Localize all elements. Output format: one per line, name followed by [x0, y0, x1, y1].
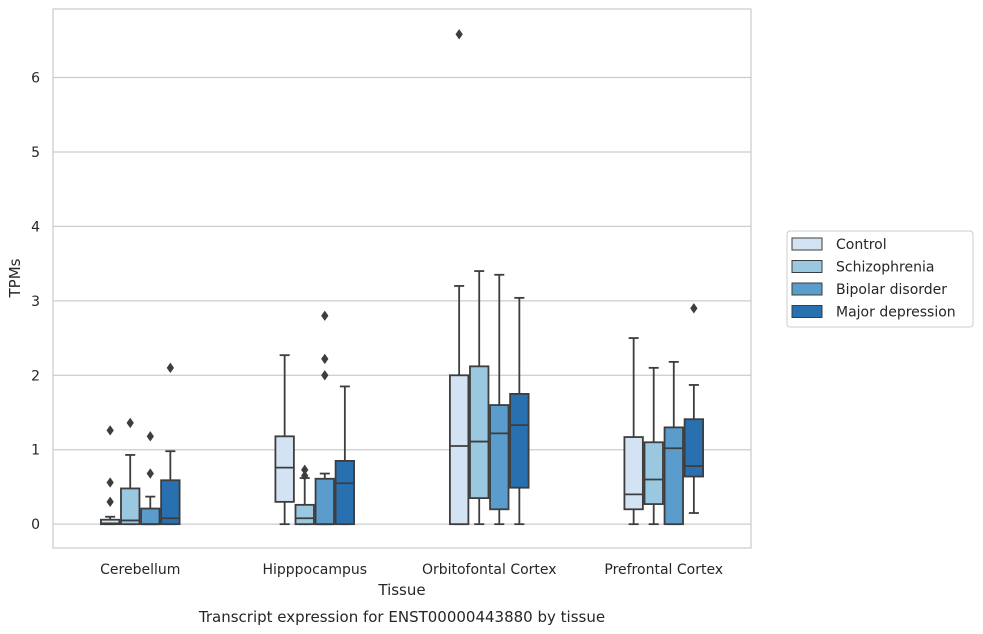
outlier-point: [301, 464, 309, 475]
legend-swatch: [791, 237, 823, 251]
box: [683, 418, 704, 478]
box: [120, 487, 141, 526]
box-group: [449, 29, 470, 526]
chart-title: Transcript expression for ENST0000044388…: [198, 608, 605, 626]
box-group: [294, 464, 315, 526]
box: [140, 507, 161, 526]
box: [274, 435, 295, 503]
plot-frame: [52, 8, 752, 549]
x-tick-label: Cerebellum: [100, 562, 180, 578]
legend-frame: [786, 230, 974, 328]
x-tick-label: Orbitofontal Cortex: [422, 562, 557, 578]
y-tick-label: 3: [31, 294, 40, 310]
box-group: [274, 354, 295, 526]
legend-swatch: [791, 305, 823, 318]
y-tick-label: 5: [31, 145, 40, 161]
outlier-point: [106, 477, 114, 488]
box-group: [160, 362, 181, 526]
box: [294, 503, 315, 526]
y-tick-label: 2: [31, 368, 40, 384]
outlier-point: [106, 425, 114, 436]
y-tick-label: 4: [31, 219, 40, 235]
y-tick-label: 0: [31, 517, 40, 533]
box-group: [509, 296, 530, 526]
outlier-point: [146, 468, 154, 479]
outlier-point: [455, 29, 463, 40]
y-tick-labels: 0 1 2 3 4 5 6: [31, 70, 40, 533]
legend-label: Schizophrenia: [836, 260, 934, 276]
box: [334, 459, 355, 526]
legend-label: Control: [836, 237, 887, 253]
legend-label: Major depression: [836, 305, 956, 321]
box-group: [663, 360, 684, 526]
legend: Control Schizophrenia Bipolar disorder Majo…: [786, 230, 974, 328]
outlier-point: [321, 370, 329, 381]
box-group: [489, 273, 510, 526]
box-group: [140, 431, 161, 526]
outlier-point: [146, 431, 154, 442]
box-group: [683, 303, 704, 514]
box-group: [120, 417, 141, 526]
box: [469, 365, 490, 500]
box-group: [643, 366, 664, 526]
box: [160, 479, 181, 526]
box: [643, 441, 664, 505]
y-tick-label: 1: [31, 443, 40, 459]
outlier-point: [321, 310, 329, 321]
x-tick-label: Hipppocampus: [262, 562, 367, 578]
y-axis-label: TPMs: [6, 258, 24, 298]
x-tick-labels: Cerebellum Hipppocampus Orbitofontal Corte…: [100, 562, 723, 578]
y-tick-label: 6: [31, 70, 40, 86]
box-group: [100, 425, 121, 526]
x-tick-label: Prefrontal Cortex: [604, 562, 723, 578]
box: [663, 426, 684, 526]
outlier-point: [321, 353, 329, 365]
legend-label: Bipolar disorder: [836, 282, 947, 298]
box-groups: [100, 29, 704, 526]
outlier-point: [690, 303, 698, 314]
box: [314, 477, 335, 526]
box: [489, 404, 510, 511]
box-group: [623, 337, 644, 526]
outlier-point: [126, 417, 134, 429]
legend-swatch: [791, 260, 823, 273]
outlier-point: [301, 470, 309, 481]
legend-swatch: [791, 282, 823, 296]
box: [509, 392, 530, 489]
box-group: [334, 385, 355, 526]
outlier-point: [166, 362, 175, 373]
box-group: [314, 310, 335, 526]
box: [449, 374, 470, 526]
x-axis-label: Tissue: [377, 581, 425, 599]
outlier-point: [106, 496, 114, 508]
box-group: [469, 270, 490, 526]
box: [623, 436, 644, 511]
